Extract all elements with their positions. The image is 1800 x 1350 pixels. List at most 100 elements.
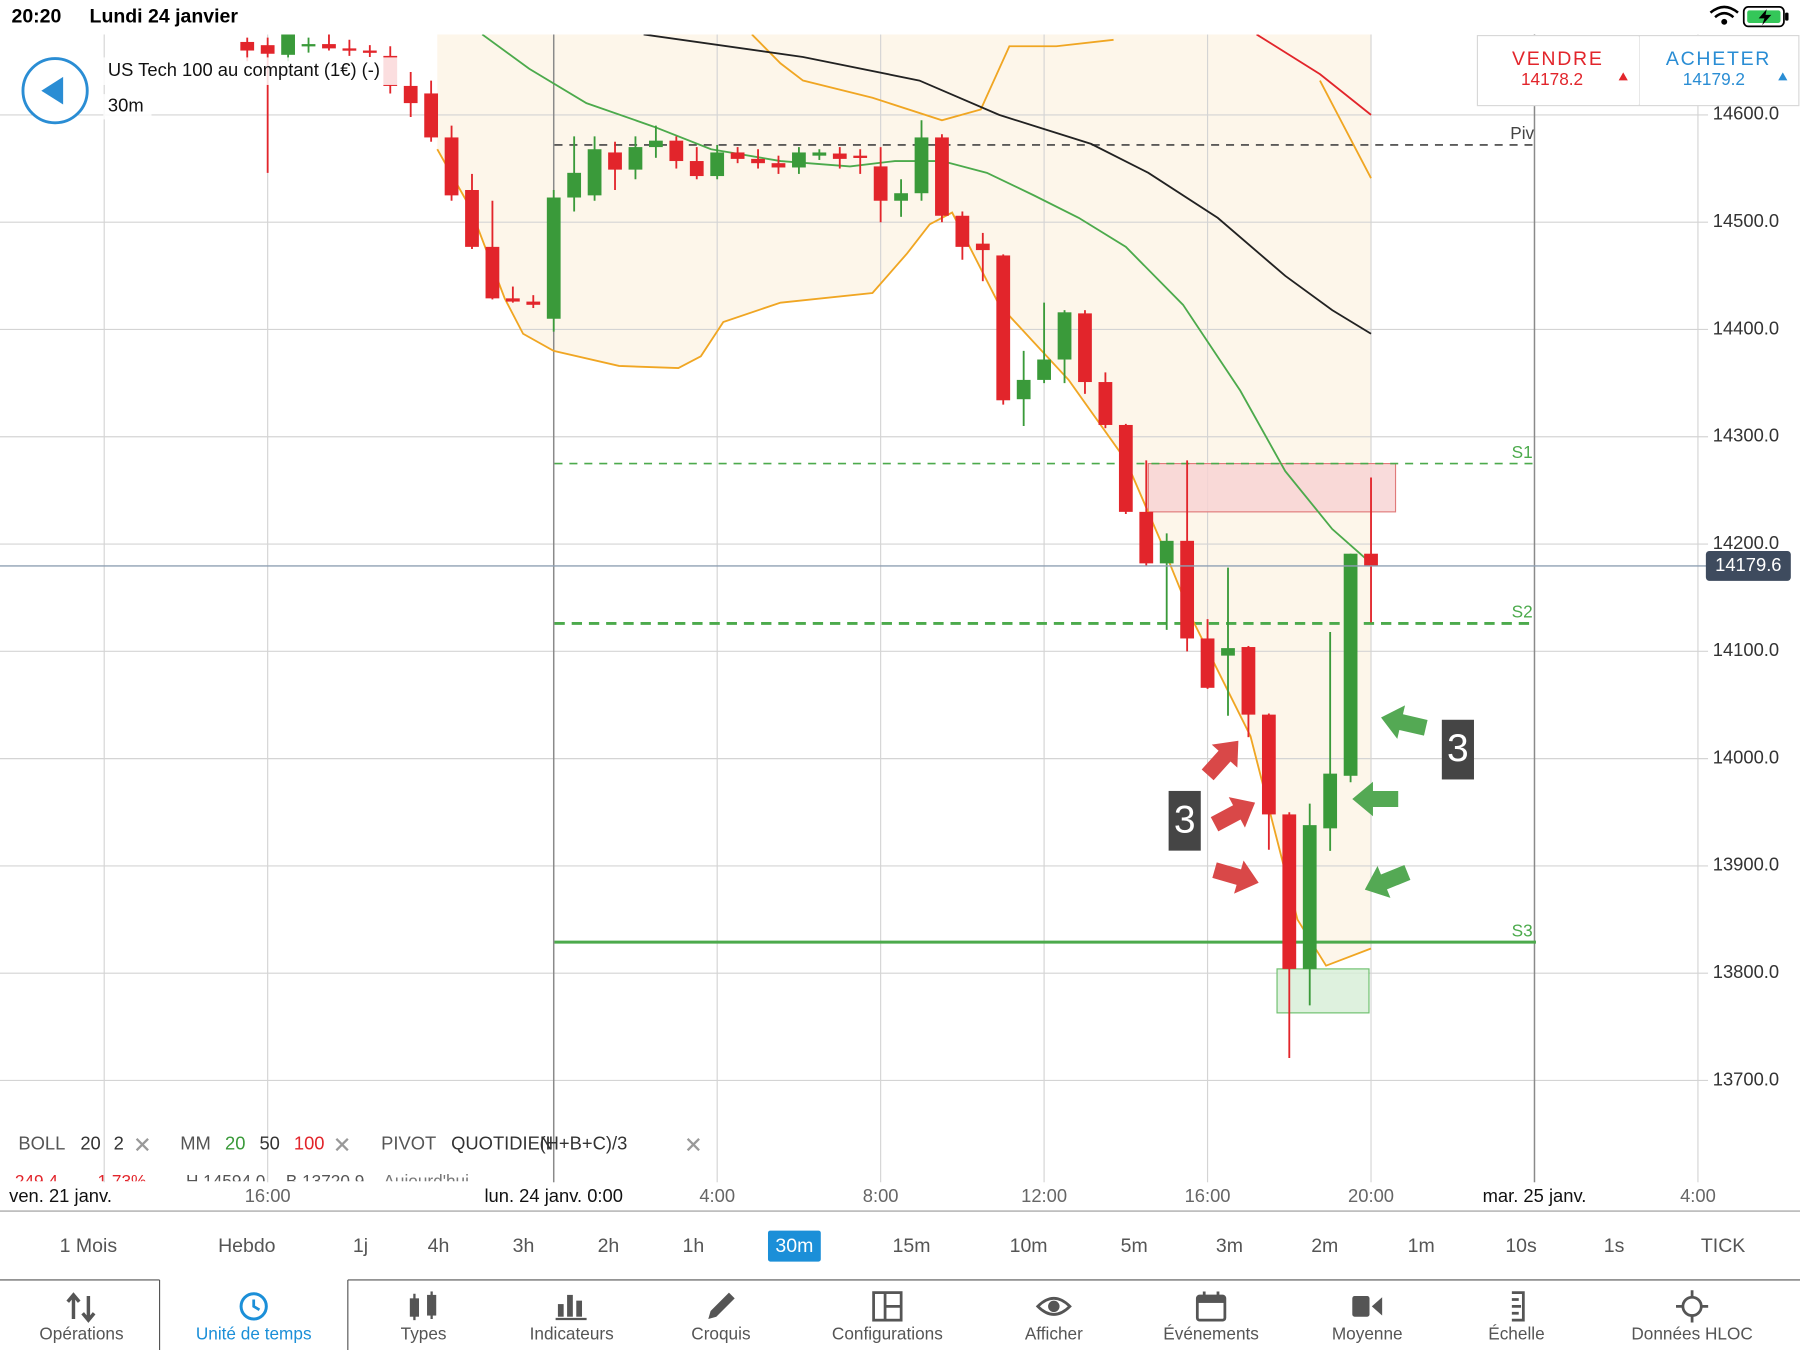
status-time: 20:20 [11, 5, 61, 27]
timeframe-selected[interactable] [767, 1230, 821, 1262]
icon-part [1511, 1291, 1525, 1322]
candle-body [1118, 424, 1133, 512]
instrument-timeframe: 30m [108, 95, 144, 116]
candle-body [648, 140, 663, 148]
candle-body [260, 45, 275, 54]
toolbar-icon [409, 1291, 437, 1321]
x-tick-label: mar. 25 janv. [1483, 1185, 1587, 1206]
candle-body [1180, 540, 1195, 639]
sell-tick-icon [1618, 72, 1628, 81]
candle-body [342, 48, 357, 51]
annotation-arrow [1212, 860, 1259, 894]
toolbar-label[interactable]: Croquis [691, 1324, 750, 1344]
candle-body [1159, 540, 1174, 564]
timeframe-option[interactable]: 1s [1604, 1235, 1625, 1257]
timeframe-option[interactable]: 2m [1311, 1235, 1338, 1257]
stat-change: -249.4 [9, 1171, 58, 1191]
toolbar-label[interactable]: Échelle [1488, 1324, 1544, 1344]
sell-button[interactable] [1478, 36, 1640, 105]
timeframe-option[interactable]: 5m [1121, 1235, 1148, 1257]
candle-body [1282, 814, 1297, 969]
indicator-name: BOLL [18, 1132, 65, 1153]
toolbar-label[interactable]: Opérations [39, 1324, 123, 1344]
buy-button[interactable] [1640, 36, 1798, 105]
y-tick-label: 13700.0 [1713, 1068, 1779, 1089]
ui: 20:20 Lundi 24 janvier US Tech 100 au co… [0, 5, 1800, 1350]
x-tick-label: 16:00 [245, 1185, 291, 1206]
candle-body [526, 301, 541, 305]
timeframe-option[interactable]: 1h [683, 1235, 705, 1257]
timeframe-option[interactable]: 1 Mois [60, 1235, 118, 1257]
indicator-param: QUOTIDIEN [451, 1132, 553, 1153]
candle-body [1139, 511, 1154, 564]
candle-body [465, 190, 479, 247]
x-tick-label: lun. 24 janv. 0:00 [484, 1185, 622, 1206]
timeframe-option[interactable]: 10s [1505, 1235, 1537, 1257]
annotation-arrow [1352, 781, 1399, 817]
close-icons [135, 1137, 700, 1152]
candle-body [710, 152, 725, 177]
indicator-name: MM [180, 1132, 211, 1153]
indicator-line [751, 34, 1372, 179]
candle-body [812, 152, 827, 156]
toolbar-label[interactable]: Indicateurs [530, 1324, 614, 1344]
annotation-arrow [1381, 705, 1428, 739]
x-tick-label: 4:00 [1680, 1185, 1716, 1206]
last-price-label: 14179.6 [1715, 554, 1781, 575]
candle-body [914, 137, 929, 194]
icon-part [1202, 1291, 1220, 1299]
timeframe-option[interactable]: 15m [893, 1235, 931, 1257]
toolbar-label[interactable]: Données HLOC [1631, 1324, 1752, 1344]
candle-body [546, 197, 561, 319]
timeframe-option[interactable]: TICK [1701, 1235, 1745, 1257]
toolbar-label[interactable]: Événements [1163, 1324, 1259, 1344]
toolbar-icon [66, 1292, 96, 1323]
timeframe-option[interactable]: Hebdo [218, 1235, 276, 1257]
candle-body [403, 85, 418, 104]
instrument-name: US Tech 100 au comptant (1€) (-) [108, 59, 380, 80]
annotation-arrow [1364, 864, 1411, 898]
candle-body [628, 147, 643, 170]
candle-body [853, 155, 868, 158]
close-icon[interactable] [135, 1137, 149, 1152]
close-icon[interactable] [335, 1137, 349, 1152]
indicator-param: 20 [80, 1132, 100, 1153]
battery-icon [1742, 6, 1789, 28]
indicator-line [643, 34, 1372, 335]
candle-body [1016, 379, 1031, 400]
timeframe-option[interactable]: 3h [513, 1235, 535, 1257]
candle-body [1343, 553, 1358, 776]
toolbar-label[interactable]: Moyenne [1332, 1324, 1403, 1344]
toolbar-label[interactable]: Afficher [1025, 1324, 1083, 1344]
toolbar-label[interactable]: Types [401, 1324, 447, 1344]
annotation-arrow [1210, 797, 1256, 832]
candle-body [444, 137, 459, 196]
y-tick-label: 13900.0 [1713, 854, 1779, 875]
icon-part [1352, 1296, 1370, 1317]
candle-body [1057, 312, 1072, 360]
close-icon[interactable] [686, 1137, 700, 1152]
y-tick-label: 14200.0 [1713, 532, 1779, 553]
annotation-box [1441, 719, 1474, 780]
timeframe-option[interactable]: 2h [598, 1235, 620, 1257]
timeframe-option[interactable]: 1m [1408, 1235, 1435, 1257]
candle-body [608, 152, 622, 170]
annotation-label: 3 [1447, 727, 1469, 770]
x-tick-label: ven. 21 janv. [9, 1185, 112, 1206]
candle-body [669, 140, 684, 162]
toolbar-icon [1195, 1291, 1227, 1322]
timeframe-option[interactable]: 30m [775, 1235, 813, 1257]
toolbar-label[interactable]: Configurations [832, 1324, 943, 1344]
candle-body [873, 166, 888, 201]
icon-part [708, 1292, 735, 1320]
indicator-param: 50 [259, 1132, 279, 1153]
candle-body [832, 153, 847, 159]
timeframe-option[interactable]: 4h [428, 1235, 450, 1257]
pivot-label: Piv [1510, 123, 1534, 143]
timeframe-option[interactable]: 3m [1216, 1235, 1243, 1257]
candle-body [792, 152, 806, 168]
toolbar-label[interactable]: Unité de temps [196, 1324, 312, 1344]
timeframe-option[interactable]: 1j [353, 1235, 368, 1257]
candle-body [1200, 638, 1215, 688]
timeframe-option[interactable]: 10m [1010, 1235, 1048, 1257]
